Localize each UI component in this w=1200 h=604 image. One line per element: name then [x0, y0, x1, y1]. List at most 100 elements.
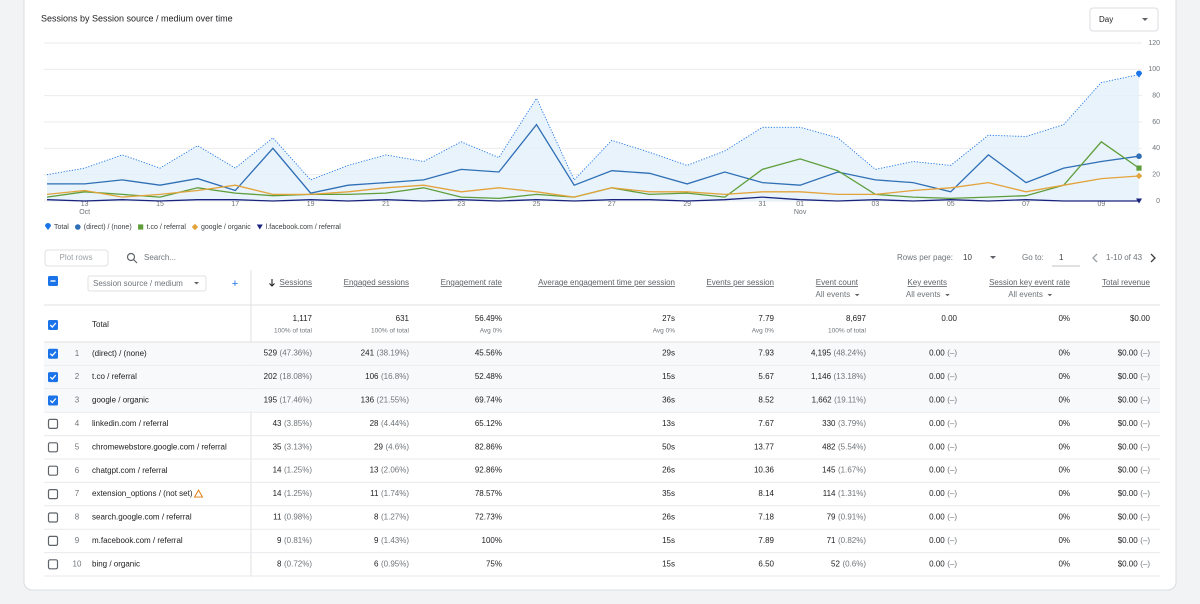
x-tick-label: 07: [1022, 201, 1030, 208]
cell-main: 82.86%: [475, 442, 502, 451]
cell-main: 7.18: [758, 513, 774, 522]
interval-dropdown[interactable]: Day: [1089, 7, 1159, 32]
total-checkbox[interactable]: [48, 320, 58, 330]
cell-value: 14 (1.25%): [273, 489, 313, 498]
cell-share: (1.67%): [838, 466, 866, 475]
row-checkbox[interactable]: [47, 489, 59, 500]
row-name: bing / organic: [92, 559, 140, 568]
x-tick-label: 03: [872, 201, 880, 208]
row-checkbox[interactable]: [48, 348, 58, 359]
dropdown-box[interactable]: [1089, 7, 1159, 32]
cell-main: 100%: [482, 536, 502, 545]
cell-share: (–): [947, 419, 957, 428]
row-checkbox[interactable]: [47, 535, 59, 547]
sub-arrow: [854, 294, 860, 297]
add-dimension[interactable]: +: [232, 278, 238, 290]
next-page[interactable]: [1150, 253, 1156, 263]
cell-share: (48.24%): [834, 349, 867, 358]
y-tick-label: 40: [1152, 145, 1160, 152]
cell-main: 202: [264, 372, 278, 381]
row-checkbox[interactable]: [48, 372, 58, 383]
total-sub: Avg 0%: [752, 328, 775, 335]
plot-rows-label[interactable]: Plot rows: [60, 253, 93, 262]
cell-share: (4.44%): [381, 419, 409, 428]
cell-main: 26s: [662, 466, 675, 475]
cell-value: $0.00 (–): [1118, 349, 1151, 358]
end-marker: [1136, 153, 1142, 160]
go-to-input[interactable]: 1: [1059, 253, 1064, 262]
column-header[interactable]: Events per session: [706, 278, 774, 287]
column-header[interactable]: Total revenue: [1102, 278, 1151, 287]
y-tick-label: 20: [1152, 172, 1160, 179]
cell-share: (1.25%): [284, 466, 312, 475]
cell-value: $0.00 (–): [1118, 372, 1151, 381]
row-checkbox[interactable]: [47, 465, 59, 476]
row-rank: 5: [75, 442, 80, 451]
row-checkbox[interactable]: [47, 418, 59, 429]
column-header[interactable]: Average engagement time per session: [538, 278, 675, 287]
legend-label: t.co / referral: [147, 224, 187, 231]
row-rank: 4: [75, 419, 80, 428]
cell-main: 92.86%: [475, 466, 502, 475]
column-header[interactable]: Engaged sessions: [344, 278, 409, 287]
y-tick-label: 60: [1152, 119, 1160, 126]
legend-marker: [256, 224, 263, 230]
cell-value: $0.00 (–): [1118, 489, 1151, 498]
column-header[interactable]: Sessions: [280, 278, 312, 287]
plot-rows-button[interactable]: [44, 249, 109, 267]
x-tick-label: 09: [1097, 201, 1105, 208]
column-header[interactable]: Event count: [816, 278, 859, 287]
column-subheader[interactable]: All events: [906, 290, 941, 299]
cell-main: 15s: [662, 559, 675, 568]
dropdown-value[interactable]: Day: [1099, 15, 1113, 24]
cell-value: 0.00 (–): [929, 396, 957, 405]
cell-main: 0.00: [929, 513, 945, 522]
cell-main: $0.00: [1118, 372, 1139, 381]
row-name: chromewebstore.google.com / referral: [92, 442, 227, 451]
total-value: 0%: [1058, 314, 1070, 323]
cell-main: 6: [374, 559, 379, 568]
rows-per-page-value[interactable]: 10: [963, 253, 972, 262]
cell-main: 28: [370, 419, 379, 428]
cell-main: 8: [374, 513, 379, 522]
column-header[interactable]: Key events: [907, 278, 947, 287]
cell-value: 0%: [1058, 559, 1070, 568]
cell-value: 7.93: [758, 349, 774, 358]
cell-value: 72.73%: [475, 513, 502, 522]
row-checkbox[interactable]: [47, 512, 59, 523]
cell-main: 79: [827, 513, 836, 522]
cell-value: 7.18: [758, 513, 774, 522]
cell-value: 241 (38.19%): [361, 349, 410, 358]
total-sub: 100% of total: [828, 328, 866, 335]
cell-main: 136: [361, 396, 375, 405]
x-tick-label: 13: [81, 201, 89, 208]
cell-value: 0.00 (–): [929, 489, 957, 498]
cell-main: $0.00: [1118, 536, 1139, 545]
cell-share: (3.13%): [284, 442, 312, 451]
cell-share: (1.27%): [381, 513, 409, 522]
cell-share: (0.98%): [284, 513, 312, 522]
cell-main: 50s: [662, 442, 675, 451]
cell-value: $0.00 (–): [1118, 536, 1151, 545]
cell-value: 29s: [662, 349, 675, 358]
column-header[interactable]: Engagement rate: [441, 278, 503, 287]
cell-value: 8.52: [758, 396, 774, 405]
total-value: $0.00: [1130, 314, 1151, 323]
dimension-label[interactable]: Session source / medium: [93, 279, 183, 288]
row-checkbox[interactable]: [48, 395, 58, 406]
legend-marker: [74, 224, 81, 230]
search-input[interactable]: Search...: [144, 253, 176, 262]
cell-main: 8: [277, 559, 282, 568]
row-checkbox[interactable]: [47, 559, 59, 570]
series-line: [46, 175, 1140, 198]
cell-main: 330: [822, 419, 836, 428]
column-header[interactable]: Session key event rate: [989, 278, 1070, 287]
column-subheader[interactable]: All events: [1008, 290, 1043, 299]
total-value: 56.49%: [475, 314, 502, 323]
cell-main: 52.48%: [475, 372, 502, 381]
row-checkbox[interactable]: [47, 442, 59, 453]
column-subheader[interactable]: All events: [816, 290, 851, 299]
dimension-dropdown[interactable]: [87, 275, 207, 292]
rows-dropdown-arrow[interactable]: [990, 256, 996, 259]
prev-page[interactable]: [1092, 253, 1098, 263]
